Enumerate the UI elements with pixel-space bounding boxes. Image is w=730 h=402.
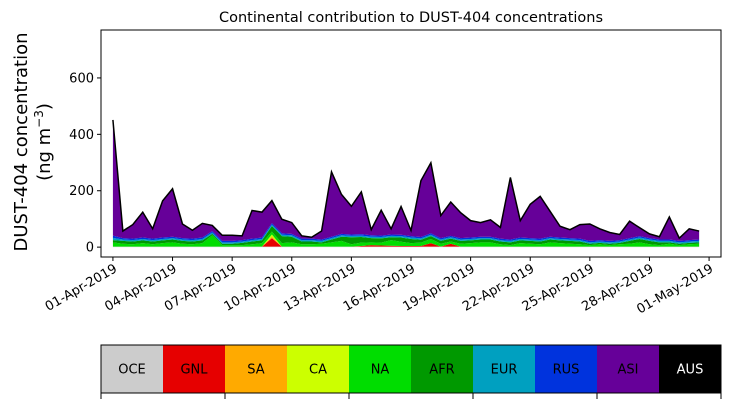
legend-swatch-rus: [535, 345, 597, 393]
y-tick-label: 0: [86, 241, 94, 256]
legend-label-asi: ASI: [618, 363, 639, 378]
chart-title: Continental contribution to DUST-404 con…: [219, 10, 603, 26]
total-outline: [112, 119, 700, 240]
legend-label-oce: OCE: [118, 363, 146, 378]
legend-swatch-asi: [597, 345, 659, 393]
area-rus: [112, 223, 700, 243]
x-axis: 01-Apr-201904-Apr-201907-Apr-201910-Apr-…: [43, 257, 716, 317]
area-oce: [112, 246, 700, 248]
legend-swatch-gnl: [163, 345, 225, 393]
legend-swatch-sa: [225, 345, 287, 393]
area-na: [112, 231, 700, 247]
legend-label-gnl: GNL: [180, 363, 208, 378]
legend-frame: [100, 344, 722, 394]
area-asi: [112, 119, 700, 241]
legend-label-sa: SA: [247, 363, 264, 378]
y-tick-label: 400: [69, 128, 94, 143]
legend-swatch-ca: [287, 345, 349, 393]
legend-label-eur: EUR: [491, 363, 518, 378]
legend-swatch-oce: [101, 345, 163, 393]
legend-label-na: NA: [371, 363, 390, 378]
legend-colorbar: OCE GNL SA CA NA AFR EUR RUS ASI AUS: [100, 344, 722, 399]
y-axis-label: DUST-404 concentration (ng m−3): [11, 32, 55, 251]
legend-swatch-afr: [411, 345, 473, 393]
legend-swatch-eur: [473, 345, 535, 393]
y-tick-label: 600: [69, 71, 94, 86]
legend-label-afr: AFR: [429, 363, 454, 378]
y-tick-label: 200: [69, 184, 94, 199]
plot-frame: [100, 29, 722, 258]
legend-label-ca: CA: [309, 363, 327, 378]
y-axis: 0 200 400 600: [69, 71, 101, 256]
area-eur: [112, 224, 700, 244]
y-axis-label-unit: (ng m−3): [32, 103, 55, 181]
y-axis-label-line1: DUST-404 concentration: [11, 32, 32, 251]
legend-label-rus: RUS: [553, 363, 580, 378]
series-areas: [112, 119, 700, 248]
legend-swatch-aus: [659, 345, 721, 393]
area-afr: [112, 225, 700, 246]
legend-label-aus: AUS: [677, 363, 704, 378]
legend-swatch-na: [349, 345, 411, 393]
